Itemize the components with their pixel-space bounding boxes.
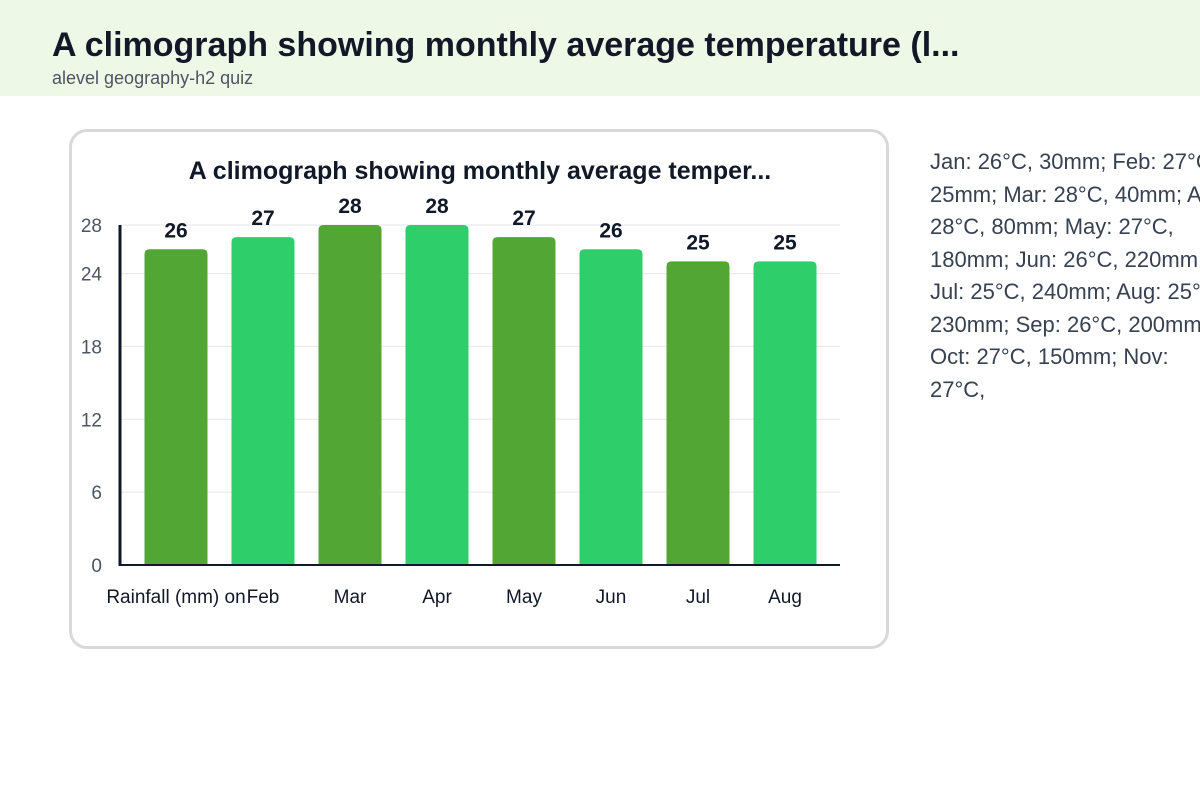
bar [579, 249, 643, 565]
bar [405, 225, 469, 565]
bar [753, 261, 817, 565]
data-label: 28 [425, 195, 449, 218]
y-tick-label: 12 [81, 410, 102, 431]
data-label: 27 [512, 207, 535, 230]
data-label: 26 [164, 219, 187, 242]
page-title: A climograph showing monthly average tem… [52, 26, 960, 64]
chart-title: A climograph showing monthly average tem… [189, 157, 772, 185]
data-label: 28 [338, 195, 362, 218]
bar [666, 261, 730, 565]
data-label: 25 [686, 231, 710, 254]
x-tick-label: Jul [686, 587, 710, 608]
x-tick-label: Rainfall (mm) on [106, 587, 245, 608]
bar [492, 237, 556, 565]
data-label: 27 [251, 207, 274, 230]
data-label: 25 [773, 231, 797, 254]
x-tick-label: Feb [247, 587, 280, 608]
x-tick-label: Jun [596, 587, 627, 608]
y-tick-label: 6 [91, 483, 102, 504]
y-tick-label: 18 [81, 337, 102, 358]
x-tick-label: Apr [422, 587, 452, 608]
x-tick-label: Aug [768, 587, 802, 608]
header-banner: A climograph showing monthly average tem… [0, 0, 1200, 96]
data-label: 26 [599, 219, 622, 242]
x-tick-label: Mar [334, 587, 367, 608]
bar [144, 249, 208, 565]
y-tick-label: 0 [91, 556, 102, 577]
bar [231, 237, 295, 565]
bar-chart: A climograph showing monthly average tem… [81, 157, 840, 608]
side-data-text: Jan: 26°C, 30mm; Feb: 27°C, 25mm; Mar: 2… [930, 149, 1200, 402]
bar [318, 225, 382, 565]
chart-card: A climograph showing monthly average tem… [69, 129, 889, 649]
page-subtitle: alevel geography-h2 quiz [52, 68, 254, 88]
y-tick-label: 28 [81, 216, 102, 237]
y-tick-label: 24 [81, 265, 103, 286]
x-tick-label: May [506, 587, 542, 608]
